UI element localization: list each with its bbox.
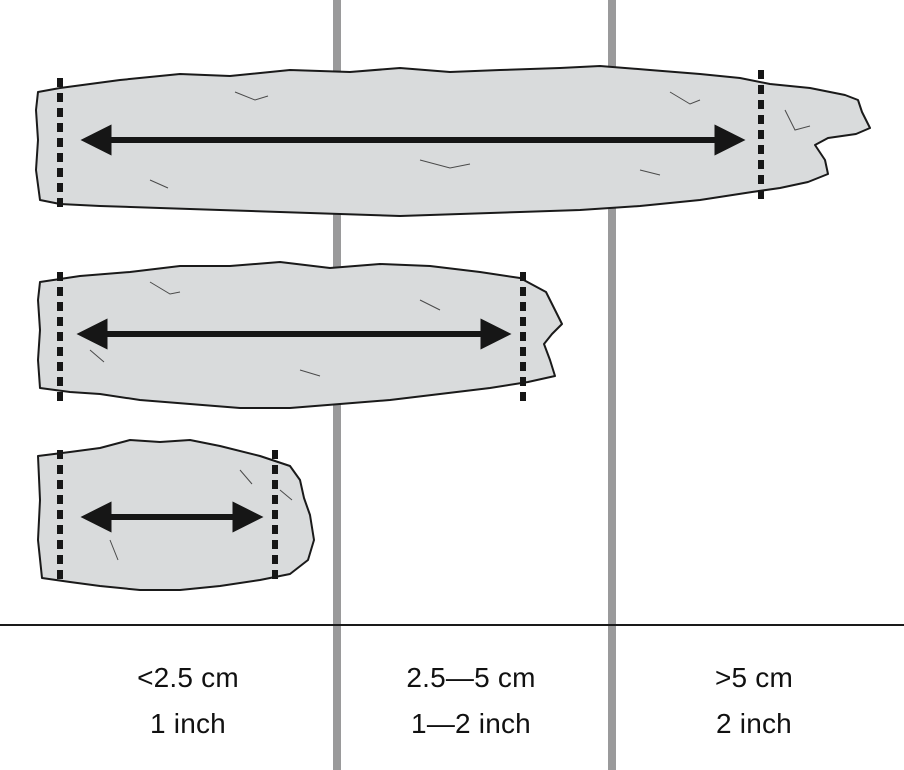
specimen-long xyxy=(35,65,871,217)
category-label-small: <2.5 cm 1 inch xyxy=(58,655,318,747)
specimen-short-texture xyxy=(109,469,293,561)
category-label-large-inch: 2 inch xyxy=(716,708,792,739)
category-label-small-inch: 1 inch xyxy=(150,708,226,739)
category-label-medium-cm: 2.5—5 cm xyxy=(406,662,536,693)
category-label-small-cm: <2.5 cm xyxy=(137,662,239,693)
specimen-long-texture xyxy=(149,91,811,189)
specimen-medium-texture xyxy=(89,281,441,377)
specimen-short xyxy=(37,439,315,591)
category-label-large-cm: >5 cm xyxy=(714,662,794,693)
category-label-large: >5 cm 2 inch xyxy=(624,655,884,747)
category-label-medium: 2.5—5 cm 1—2 inch xyxy=(341,655,601,747)
category-label-medium-inch: 1—2 inch xyxy=(411,708,531,739)
specimen-medium xyxy=(37,261,563,409)
